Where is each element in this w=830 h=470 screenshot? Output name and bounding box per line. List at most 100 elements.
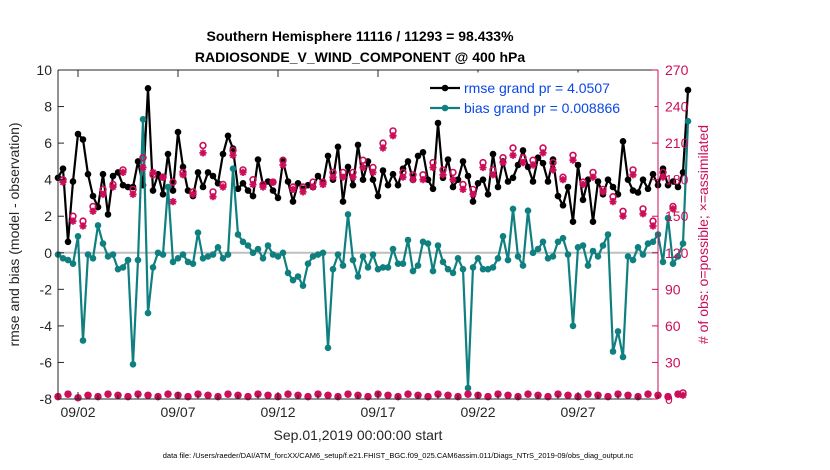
bias-point (554, 238, 562, 246)
obs-assimilated-point (494, 390, 502, 398)
bias-point (204, 253, 212, 260)
bias-point (114, 265, 122, 273)
y-tick-label: 4 (44, 172, 52, 188)
rmse-point (559, 202, 567, 209)
asterisk-marker (624, 391, 632, 399)
rmse-point (284, 178, 292, 185)
asterisk-marker (99, 190, 107, 198)
asterisk-marker (124, 393, 132, 401)
asterisk-marker (524, 390, 532, 398)
asterisk-marker (139, 163, 147, 172)
bias-point (244, 242, 252, 249)
rmse-point (289, 198, 297, 205)
asterisk-marker (329, 173, 337, 181)
obs-assimilated-point (449, 176, 457, 184)
bias-point (129, 361, 137, 368)
asterisk-marker (429, 163, 437, 172)
bias-point (69, 260, 77, 268)
rmse-point (369, 176, 377, 183)
asterisk-marker (249, 180, 257, 189)
bias-point (309, 253, 317, 260)
asterisk-marker (499, 159, 507, 167)
asterisk-marker (629, 171, 637, 179)
obs-assimilated-point (164, 390, 172, 398)
x-tick-label: 09/02 (60, 404, 95, 420)
bias-point (144, 309, 152, 317)
asterisk-marker (674, 390, 682, 398)
obs-assimilated-point (99, 190, 107, 198)
obs-assimilated-point (284, 390, 292, 398)
asterisk-marker (59, 178, 67, 186)
asterisk-marker (664, 393, 672, 401)
bias-point (249, 249, 257, 257)
rmse-point (249, 192, 257, 200)
rmse-point (539, 159, 547, 167)
rmse-point (389, 170, 397, 178)
obs-assimilated-point (229, 151, 237, 159)
obs-assimilated-point (599, 188, 607, 196)
bias-point (604, 231, 612, 238)
y2-tick-label: 270 (665, 62, 689, 78)
asterisk-marker (69, 217, 77, 225)
rmse-point (684, 86, 692, 94)
rmse-point (224, 132, 232, 140)
plot-background (58, 70, 658, 399)
obs-assimilated-point (184, 393, 192, 401)
bias-point (199, 254, 207, 262)
legend: rmse grand pr = 4.0507 bias grand pr = 0… (425, 72, 655, 120)
rmse-point (79, 136, 87, 143)
obs-assimilated-point (504, 391, 512, 399)
obs-assimilated-point (439, 171, 447, 179)
asterisk-marker (264, 391, 272, 399)
bias-point (344, 211, 352, 218)
bias-point (679, 240, 687, 247)
y2-tick-label: 0 (665, 391, 673, 407)
asterisk-marker (344, 390, 352, 398)
asterisk-marker (669, 205, 677, 213)
obs-assimilated-point (279, 161, 287, 169)
rmse-point (589, 218, 597, 225)
bias-point (669, 260, 677, 268)
obs-assimilated-point (609, 198, 617, 206)
obs-assimilated-point (649, 222, 657, 230)
bias-point (64, 256, 72, 264)
asterisk-marker (134, 390, 142, 398)
bias-point (139, 116, 147, 123)
rmse-point (674, 183, 682, 191)
asterisk-marker (459, 185, 467, 193)
bias-point (539, 238, 547, 246)
bias-point (99, 240, 107, 247)
rmse-point (519, 147, 527, 154)
obs-assimilated-point (624, 391, 632, 399)
bias-point (84, 251, 92, 258)
rmse-point (639, 176, 647, 183)
bias-point (149, 264, 157, 271)
asterisk-marker (299, 188, 307, 196)
asterisk-marker (284, 390, 292, 398)
obs-assimilated-point (199, 149, 207, 157)
obs-possible-point (199, 141, 207, 150)
obs-assimilated-point (84, 391, 92, 399)
rmse-point (269, 187, 277, 194)
bias-point (684, 117, 692, 125)
obs-assimilated-point (244, 393, 252, 401)
bias-point (274, 253, 282, 260)
rmse-point (344, 163, 352, 171)
rmse-point (179, 163, 187, 171)
series-layer (54, 85, 692, 402)
asterisk-marker (409, 176, 417, 184)
bias-point (559, 234, 567, 242)
asterisk-marker (419, 176, 427, 184)
data-file-footnote: data file: /Users/raeder/DAI/ATM_forcXX/… (163, 451, 634, 460)
legend-rmse-marker (441, 84, 449, 92)
asterisk-marker (384, 391, 392, 399)
asterisk-marker (604, 393, 612, 401)
asterisk-marker (279, 161, 287, 169)
rmse-point (429, 185, 437, 193)
obs-assimilated-point (139, 163, 147, 172)
bias-point (294, 273, 302, 280)
rmse-point (544, 178, 552, 185)
bias-point (574, 244, 582, 251)
asterisk-marker (544, 393, 552, 401)
asterisk-marker (379, 144, 387, 152)
